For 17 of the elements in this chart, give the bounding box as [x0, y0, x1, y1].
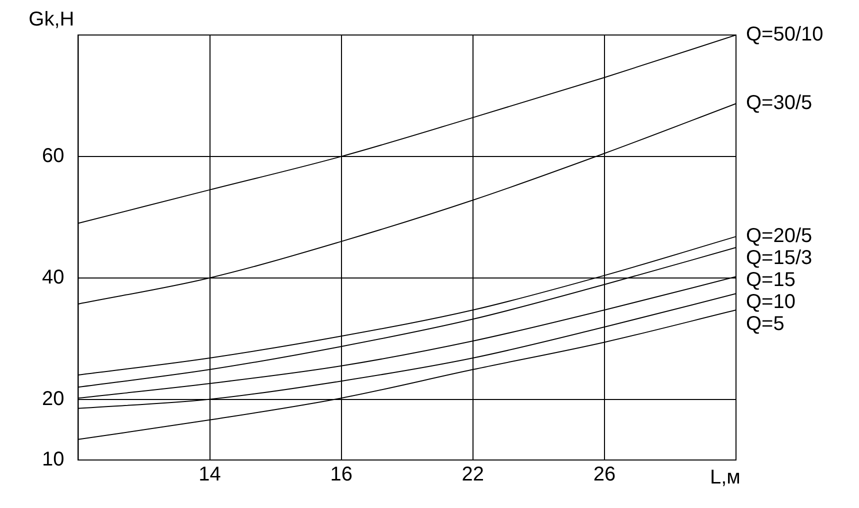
series-label: Q=5 [746, 313, 784, 336]
y-axis-title: Gk,Н [28, 8, 74, 31]
y-tick-label: 20 [42, 388, 64, 410]
y-tick-label: 60 [42, 144, 64, 167]
x-tick-label: 22 [462, 464, 484, 486]
series-label: Q=10 [746, 291, 796, 314]
series-label: Q=30/5 [746, 92, 812, 114]
y-tick-label: 40 [42, 266, 64, 288]
series-label: Q=15 [746, 269, 796, 292]
series-label: Q=15/3 [746, 247, 812, 270]
x-tick-label: 14 [198, 464, 221, 486]
x-tick-label: 26 [593, 464, 616, 486]
x-axis-title: L,м [710, 466, 740, 489]
series-label: Q=50/10 [746, 24, 824, 46]
x-tick-label: 16 [330, 464, 352, 486]
y-tick-label: 10 [42, 448, 64, 471]
series-label: Q=20/5 [746, 225, 812, 248]
